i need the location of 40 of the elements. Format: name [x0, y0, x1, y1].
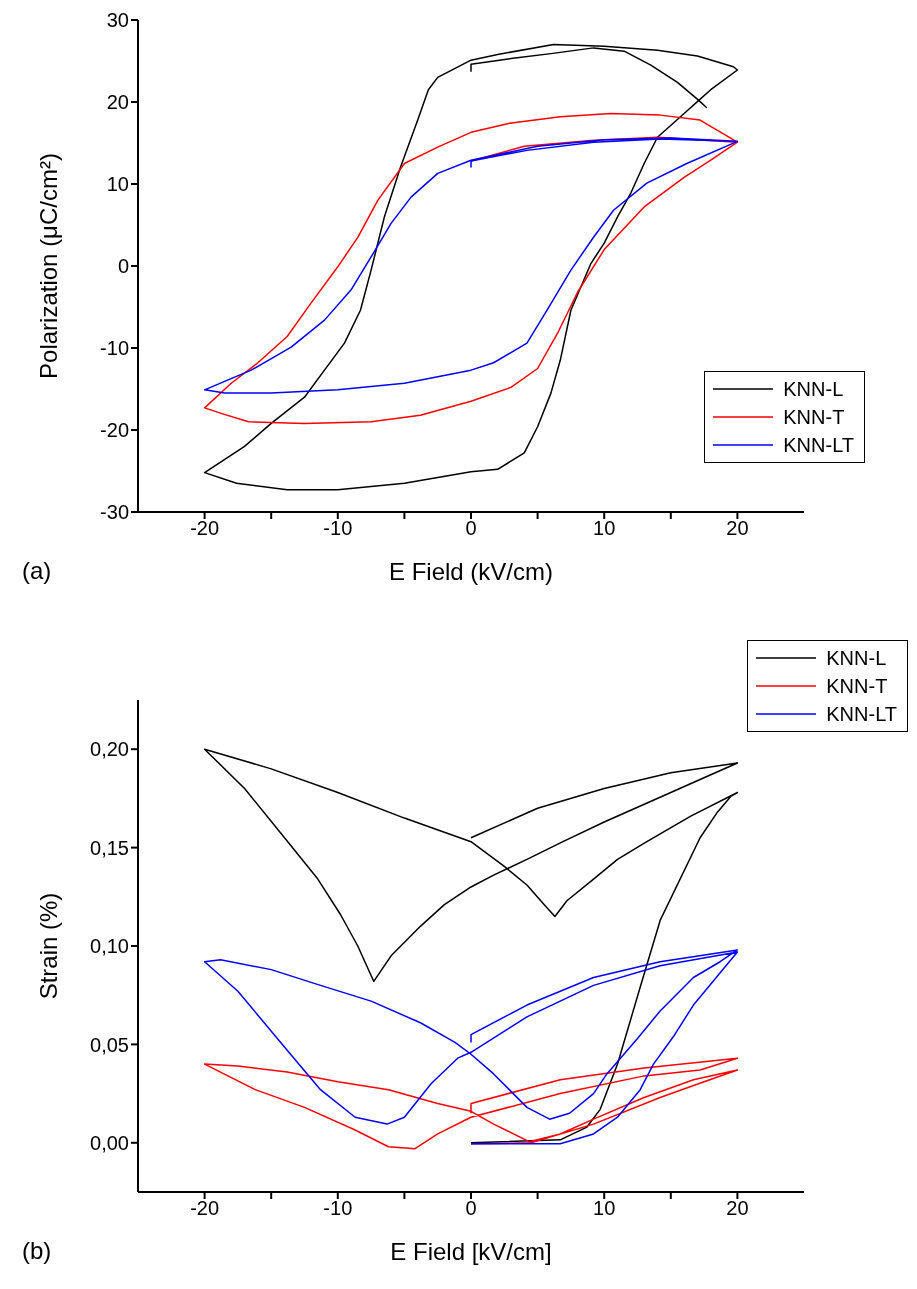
- text: (b): [22, 1237, 52, 1265]
- x-tick-label: 10: [593, 517, 616, 540]
- x-tick-label: -20: [190, 517, 220, 540]
- x-tick-label: 0: [465, 517, 477, 540]
- x-tick-label: 20: [726, 517, 749, 540]
- x-axis-title: E Field (kV/cm): [388, 558, 554, 585]
- y-tick-label: -10: [100, 337, 129, 360]
- y-tick-label: 0,10: [90, 935, 129, 958]
- y-tick-label: -20: [100, 419, 129, 442]
- y-tick-label: 0: [117, 255, 129, 278]
- line-series: [203, 137, 739, 394]
- y-axis-title: Strain (%): [34, 892, 62, 1000]
- y-tick-label: 20: [106, 91, 129, 114]
- y-tick-label: 10: [106, 173, 129, 196]
- y-tick-label: 0,00: [90, 1131, 129, 1154]
- x-tick-label: 20: [726, 1197, 749, 1220]
- line-series: [203, 43, 739, 491]
- legend-label: KNN-LT: [826, 702, 897, 726]
- text: (a): [22, 557, 52, 585]
- x-tick-label: -20: [190, 1197, 220, 1220]
- y-tick-label: 30: [106, 9, 129, 32]
- line-series: [203, 1057, 739, 1150]
- line-series: [203, 112, 739, 425]
- line-series: [203, 949, 739, 1145]
- legend-label: KNN-LT: [783, 433, 854, 457]
- y-axis-title: Polarization (μC/cm²): [34, 153, 62, 379]
- x-tick-label: -10: [323, 1197, 353, 1220]
- legend-label: KNN-T: [783, 405, 845, 429]
- x-tick-label: 0: [465, 1197, 477, 1220]
- legend-label: KNN-L: [783, 377, 844, 401]
- y-tick-label: 0,20: [90, 738, 129, 761]
- x-tick-label: -10: [323, 517, 353, 540]
- y-tick-label: -30: [100, 501, 129, 524]
- legend-label: KNN-L: [826, 646, 887, 670]
- x-tick-label: 10: [593, 1197, 616, 1220]
- x-axis-title: E Field [kV/cm]: [390, 1238, 552, 1265]
- legend-label: KNN-T: [826, 674, 888, 698]
- y-tick-label: 0,15: [90, 836, 129, 859]
- y-tick-label: 0,05: [90, 1033, 129, 1056]
- line-series: [203, 748, 739, 1144]
